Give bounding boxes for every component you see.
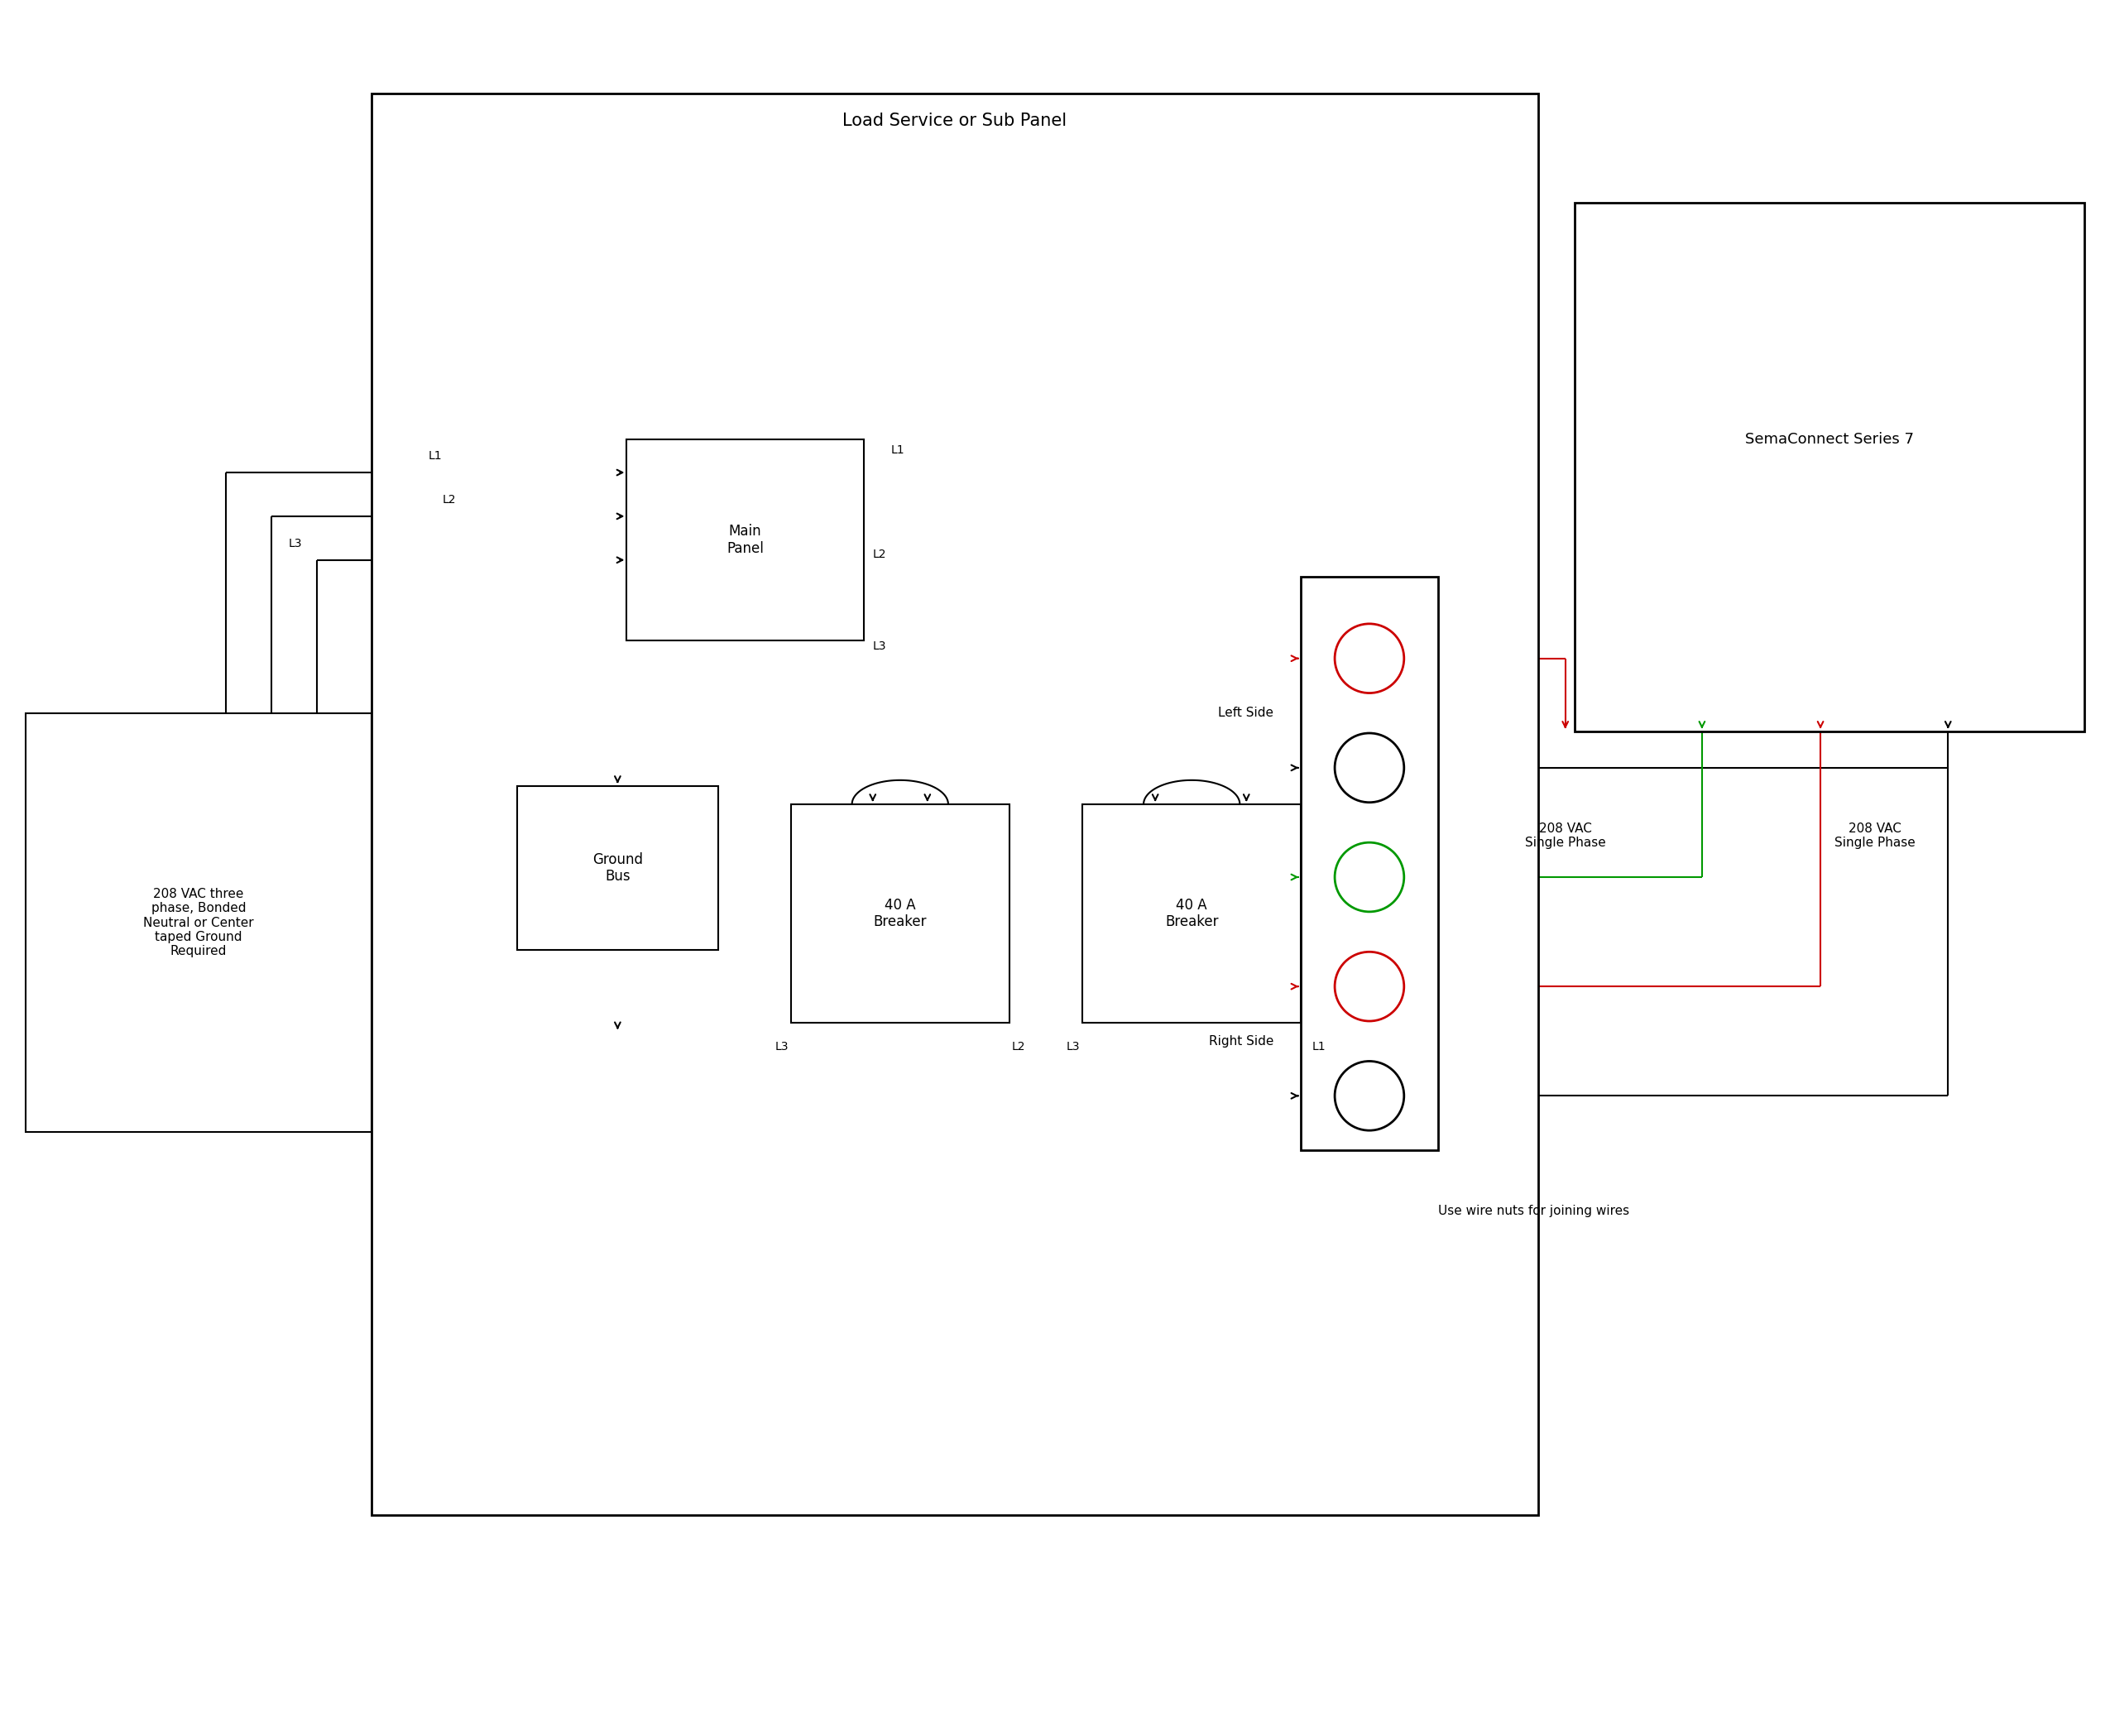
Text: L3: L3 — [289, 538, 302, 549]
Bar — [25, 713, 371, 1132]
Text: L3: L3 — [874, 641, 886, 651]
Text: Use wire nuts for joining wires: Use wire nuts for joining wires — [1437, 1205, 1629, 1217]
Bar — [627, 439, 863, 641]
Bar — [791, 804, 1009, 1023]
Text: L1: L1 — [1312, 1042, 1327, 1052]
Text: Ground
Bus: Ground Bus — [593, 852, 644, 884]
Text: 208 VAC
Single Phase: 208 VAC Single Phase — [1836, 823, 1916, 849]
Text: L2: L2 — [874, 549, 886, 561]
Text: 208 VAC three
phase, Bonded
Neutral or Center
taped Ground
Required: 208 VAC three phase, Bonded Neutral or C… — [143, 887, 253, 958]
Text: Left Side: Left Side — [1217, 707, 1274, 719]
Text: L3: L3 — [1066, 1042, 1080, 1052]
Circle shape — [1336, 951, 1403, 1021]
Circle shape — [1336, 733, 1403, 802]
Circle shape — [1336, 623, 1403, 693]
Circle shape — [1336, 1061, 1403, 1130]
Bar — [1082, 804, 1302, 1023]
Bar — [517, 786, 717, 950]
Text: Right Side: Right Side — [1209, 1035, 1274, 1047]
Text: 208 VAC
Single Phase: 208 VAC Single Phase — [1526, 823, 1606, 849]
Text: L2: L2 — [1011, 1042, 1025, 1052]
Text: 40 A
Breaker: 40 A Breaker — [1165, 898, 1217, 929]
Text: L1: L1 — [428, 450, 443, 462]
Circle shape — [1336, 842, 1403, 911]
Text: 40 A
Breaker: 40 A Breaker — [874, 898, 926, 929]
Bar — [1574, 203, 2085, 731]
Bar — [371, 94, 1538, 1516]
Text: Load Service or Sub Panel: Load Service or Sub Panel — [842, 113, 1068, 128]
Text: Main
Panel: Main Panel — [726, 524, 764, 556]
Text: L1: L1 — [890, 444, 905, 457]
Bar — [1302, 576, 1437, 1151]
Text: L2: L2 — [443, 493, 456, 505]
Text: SemaConnect Series 7: SemaConnect Series 7 — [1745, 432, 1914, 448]
Text: L3: L3 — [774, 1042, 789, 1052]
